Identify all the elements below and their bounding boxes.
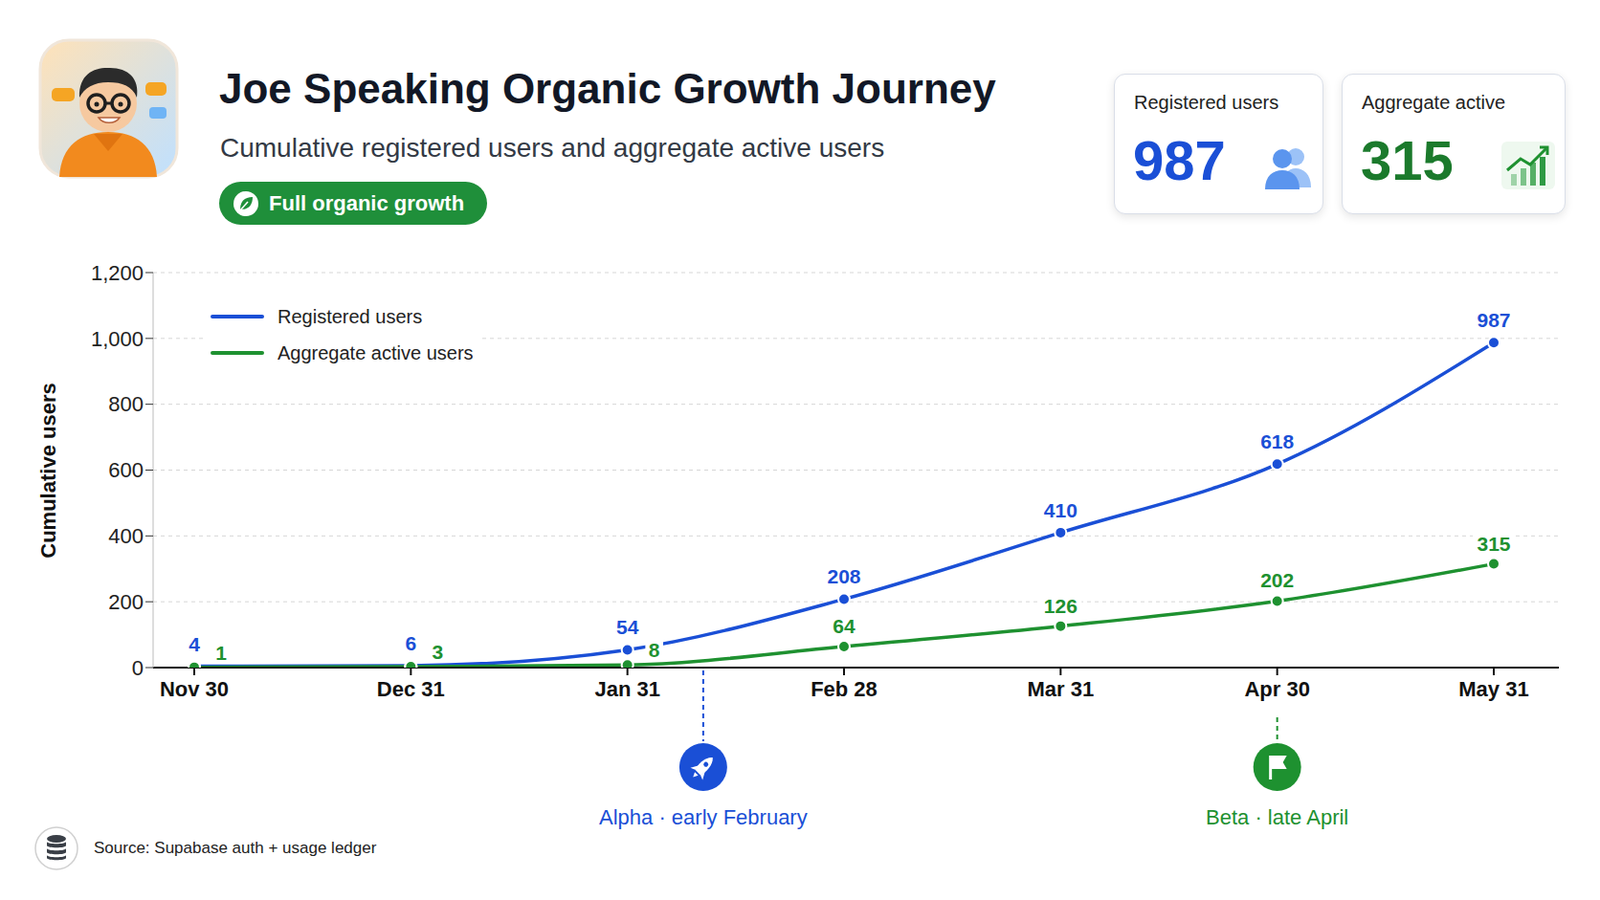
svg-text:400: 400 bbox=[108, 524, 144, 549]
svg-text:800: 800 bbox=[108, 392, 144, 417]
svg-text:618: 618 bbox=[1260, 430, 1294, 453]
svg-text:64: 64 bbox=[832, 615, 856, 638]
html-text:Joe Speaking Organic Growth Jo: Joe Speaking Organic Growth Journey bbox=[219, 65, 996, 112]
html-text:Aggregate active users: Aggregate active users bbox=[277, 342, 474, 364]
svg-text:600: 600 bbox=[108, 458, 144, 483]
svg-text:Feb 28: Feb 28 bbox=[810, 677, 878, 702]
svg-text:1,000: 1,000 bbox=[90, 327, 144, 352]
svg-text:May 31: May 31 bbox=[1458, 677, 1529, 702]
svg-text:200: 200 bbox=[108, 590, 144, 615]
html-text:987: 987 bbox=[1133, 129, 1226, 192]
svg-text:6: 6 bbox=[404, 632, 417, 655]
html-text:Alpha · early February: Alpha · early February bbox=[599, 805, 808, 830]
svg-text:315: 315 bbox=[1476, 533, 1511, 556]
svg-text:54: 54 bbox=[616, 616, 640, 639]
svg-text:202: 202 bbox=[1260, 569, 1294, 592]
html-text:Full organic growth: Full organic growth bbox=[268, 190, 465, 215]
svg-text:3: 3 bbox=[431, 641, 444, 664]
svg-text:Nov 30: Nov 30 bbox=[159, 677, 229, 702]
html-text:Source: Supabase auth + usage: Source: Supabase auth + usage ledger bbox=[93, 839, 377, 858]
html-text:Cumulative registered users an: Cumulative registered users and aggregat… bbox=[220, 133, 885, 163]
svg-text:Mar 31: Mar 31 bbox=[1026, 677, 1094, 702]
html-text:Cumulative users: Cumulative users bbox=[36, 382, 61, 559]
html-text:Aggregate active: Aggregate active bbox=[1361, 91, 1506, 113]
html-text:Beta · late April: Beta · late April bbox=[1205, 805, 1349, 830]
svg-text:0: 0 bbox=[132, 656, 144, 681]
svg-text:208: 208 bbox=[826, 565, 861, 588]
svg-text:126: 126 bbox=[1044, 595, 1078, 618]
svg-text:4: 4 bbox=[188, 633, 200, 656]
svg-text:1,200: 1,200 bbox=[90, 261, 144, 286]
html-text:315: 315 bbox=[1360, 129, 1454, 192]
svg-text:8: 8 bbox=[648, 639, 661, 662]
svg-text:Dec 31: Dec 31 bbox=[377, 677, 445, 702]
svg-text:410: 410 bbox=[1044, 499, 1078, 522]
svg-text:Jan 31: Jan 31 bbox=[594, 677, 661, 702]
html-text:Registered users: Registered users bbox=[1133, 91, 1279, 113]
svg-text:987: 987 bbox=[1476, 309, 1511, 332]
svg-text:Apr 30: Apr 30 bbox=[1244, 677, 1310, 702]
svg-text:1: 1 bbox=[215, 642, 227, 665]
html-text:Registered users: Registered users bbox=[277, 305, 423, 327]
